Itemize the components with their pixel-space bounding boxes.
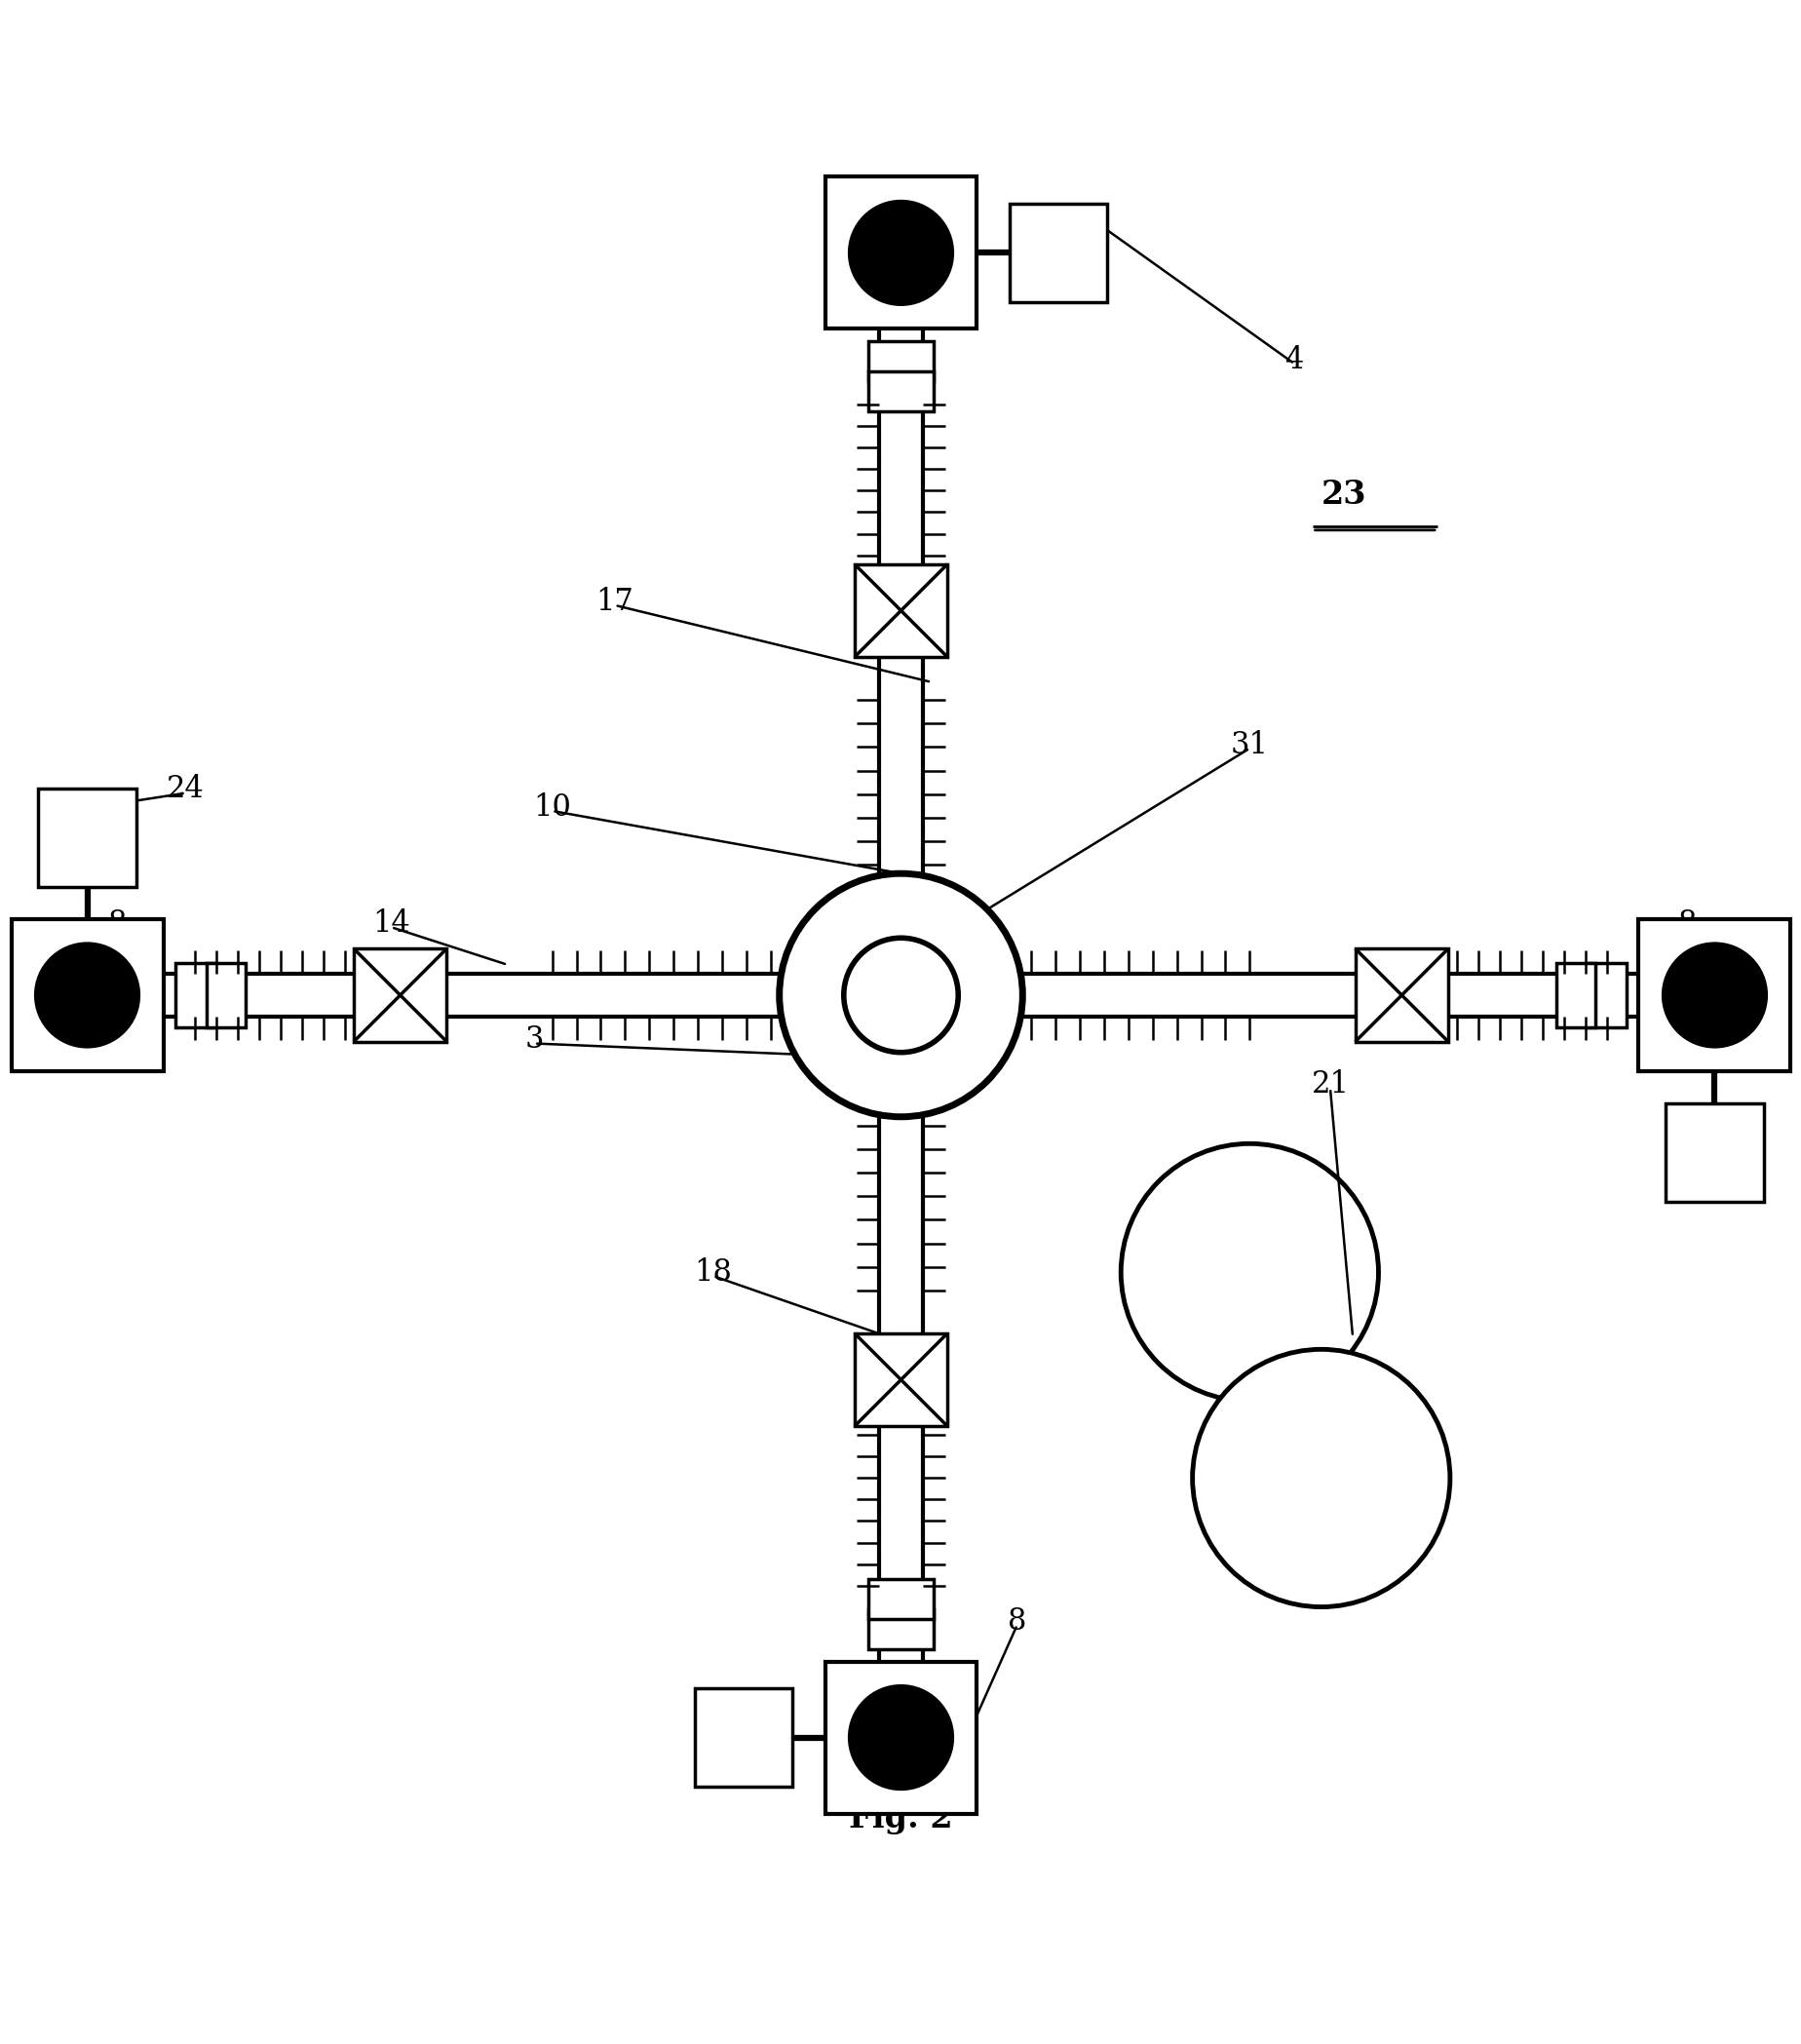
Bar — [868, 1609, 933, 1650]
Text: 10: 10 — [533, 793, 571, 822]
Bar — [353, 948, 447, 1042]
Bar — [868, 372, 933, 411]
Circle shape — [1120, 1145, 1378, 1402]
Bar — [693, 1688, 792, 1786]
Bar — [854, 564, 947, 656]
Bar — [825, 178, 976, 329]
Circle shape — [846, 200, 955, 307]
Bar — [176, 963, 214, 1028]
Circle shape — [1192, 1349, 1450, 1607]
Circle shape — [780, 873, 1021, 1116]
Bar — [1354, 948, 1448, 1042]
Bar — [1587, 963, 1625, 1028]
Circle shape — [846, 1684, 955, 1791]
Text: 4: 4 — [1284, 345, 1304, 376]
Text: 18: 18 — [693, 1257, 731, 1288]
Circle shape — [843, 938, 958, 1053]
Circle shape — [1661, 942, 1767, 1049]
Text: 17: 17 — [596, 587, 634, 617]
Text: 24: 24 — [167, 775, 204, 805]
Text: 21: 21 — [1311, 1069, 1349, 1100]
Bar — [1664, 1104, 1763, 1202]
Circle shape — [34, 942, 140, 1049]
Text: 8: 8 — [108, 908, 128, 938]
Bar — [1637, 920, 1790, 1071]
Bar — [1556, 963, 1596, 1028]
Text: 14: 14 — [373, 908, 411, 938]
Bar — [11, 920, 164, 1071]
Text: Fig. 2: Fig. 2 — [848, 1803, 953, 1833]
Bar — [854, 1333, 947, 1427]
Bar — [1009, 204, 1108, 303]
Text: 8: 8 — [1007, 1607, 1027, 1637]
Bar — [825, 1662, 976, 1813]
Bar — [38, 789, 137, 887]
Bar — [205, 963, 245, 1028]
Text: 8: 8 — [873, 247, 891, 276]
Bar — [868, 1580, 933, 1619]
Bar — [868, 341, 933, 380]
Text: 23: 23 — [1320, 478, 1365, 511]
Text: 8: 8 — [1677, 908, 1697, 938]
Text: 3: 3 — [524, 1024, 544, 1055]
Text: 31: 31 — [1230, 730, 1268, 760]
